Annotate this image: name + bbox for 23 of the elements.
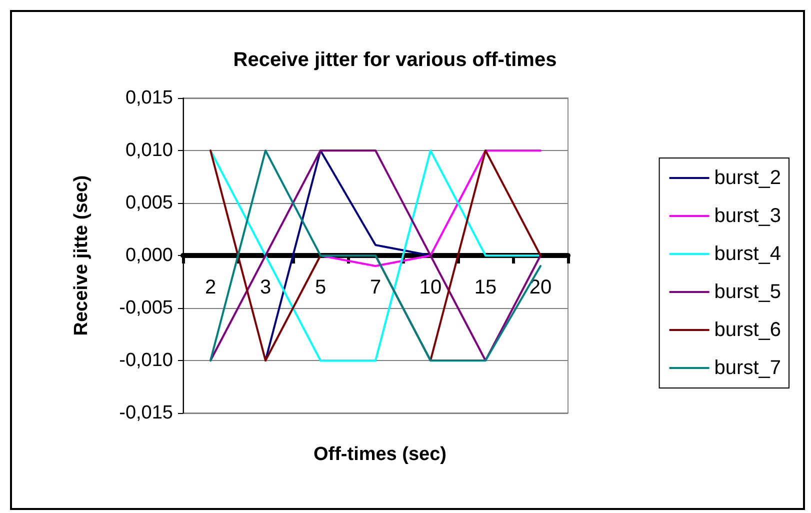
legend-label: burst_3 bbox=[714, 205, 782, 227]
x-tick-label: 2 bbox=[204, 276, 216, 298]
y-tick-label: -0,015 bbox=[119, 402, 173, 424]
legend-label: burst_7 bbox=[714, 357, 782, 379]
legend-label: burst_4 bbox=[714, 243, 782, 265]
x-axis-title: Off-times (sec) bbox=[313, 444, 447, 465]
legend-label: burst_5 bbox=[714, 281, 782, 303]
y-tick-label: -0,005 bbox=[119, 298, 173, 318]
y-tick-label: -0,010 bbox=[119, 350, 173, 371]
x-tick-label: 5 bbox=[314, 276, 326, 298]
legend-label: burst_6 bbox=[714, 319, 782, 341]
x-tick-label: 10 bbox=[419, 276, 442, 298]
y-tick-label: 0,005 bbox=[125, 192, 173, 214]
x-tick-label: 3 bbox=[260, 276, 272, 298]
x-tick-label: 20 bbox=[529, 276, 552, 298]
x-tick-label: 15 bbox=[474, 276, 497, 298]
chart-title: Receive jitter for various off-times bbox=[233, 49, 557, 71]
y-axis-title: Receive jitte (sec) bbox=[71, 175, 92, 336]
legend-label: burst_2 bbox=[714, 167, 782, 189]
y-tick-label: 0,000 bbox=[125, 245, 173, 266]
y-tick-label: 0,015 bbox=[125, 88, 173, 108]
y-tick-label: 0,010 bbox=[125, 140, 173, 161]
x-tick-label: 7 bbox=[370, 276, 382, 298]
